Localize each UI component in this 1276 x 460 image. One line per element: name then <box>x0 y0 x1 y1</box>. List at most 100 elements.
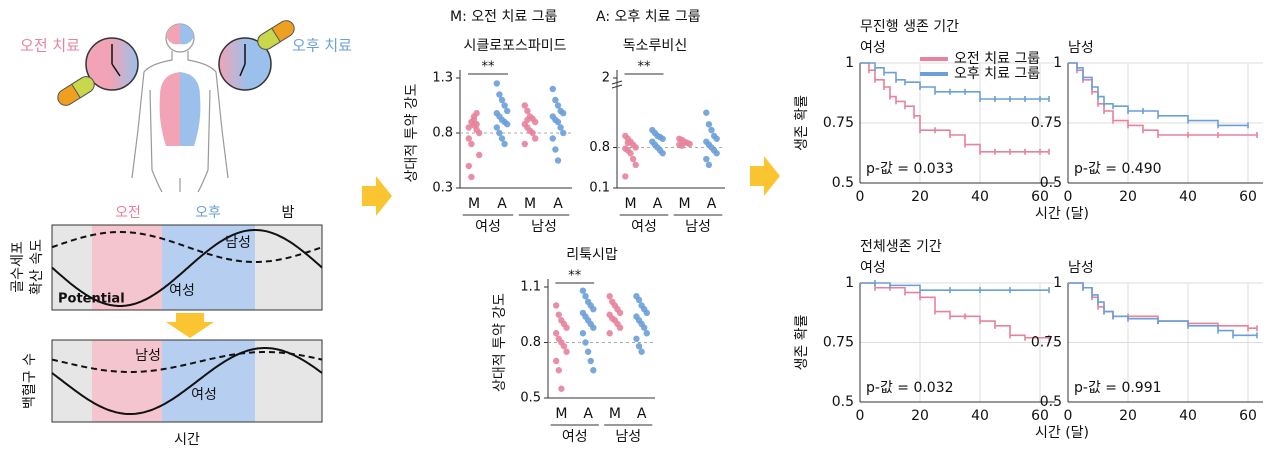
data-point <box>504 121 511 128</box>
data-point <box>560 110 567 117</box>
panel-title: 남성 <box>1068 260 1094 276</box>
panel-title: 남성 <box>1068 40 1094 56</box>
survival-step <box>1113 105 1129 114</box>
survival-step <box>1248 325 1258 332</box>
significance-label: ** <box>568 269 582 284</box>
y-tick-label: 0.5 <box>1040 175 1062 191</box>
y-tick-label: 1 <box>1053 275 1062 291</box>
x-tick-label: 40 <box>1179 408 1197 424</box>
survival-step <box>875 79 885 90</box>
survival-step <box>965 143 981 155</box>
survival-step <box>875 67 885 76</box>
data-point <box>563 324 570 331</box>
survival-step <box>1188 325 1219 334</box>
survival-step <box>1010 96 1026 102</box>
y-axis-label: 골수세포 <box>10 241 26 293</box>
x-tick-label: A <box>583 406 593 422</box>
survival-step <box>935 88 951 95</box>
x-tick-label: 60 <box>1239 408 1257 424</box>
y-tick-label: 0.8 <box>432 126 453 141</box>
x-tick-label: 20 <box>911 408 929 424</box>
survival-step <box>1158 115 1189 124</box>
y-tick-label: 0.75 <box>1031 115 1062 131</box>
annotation: p-값 = 0.033 <box>866 161 954 177</box>
data-point <box>549 85 556 93</box>
note: Potential <box>58 292 125 307</box>
data-point <box>579 330 587 337</box>
group-label: 남성 <box>685 219 711 235</box>
survival-step <box>980 320 996 329</box>
x-axis-label: 시간 (달) <box>1035 206 1089 222</box>
survival-step <box>890 95 897 105</box>
x-tick-label: 0 <box>1064 189 1073 205</box>
data-point <box>606 330 613 337</box>
body-illustration <box>131 23 229 193</box>
data-point <box>582 339 589 346</box>
survival-step <box>1083 286 1093 298</box>
curve-label: 여성 <box>191 387 217 403</box>
survival-step <box>1092 86 1099 100</box>
survival-step <box>1083 79 1093 95</box>
survival-step <box>896 79 906 86</box>
data-point <box>703 109 710 116</box>
survival-step <box>1040 148 1050 155</box>
y-tick-label: 2 <box>602 71 610 86</box>
data-point <box>493 124 500 131</box>
chart-title: 리툭시맙 <box>566 247 618 263</box>
survival-step <box>1113 119 1129 129</box>
data-point <box>552 146 559 153</box>
survival-step <box>1104 310 1114 320</box>
data-point <box>552 96 559 104</box>
data-point <box>616 309 624 317</box>
y-tick-label: 0.75 <box>1031 335 1062 351</box>
data-point <box>632 161 639 169</box>
data-point <box>476 151 483 159</box>
survival-step <box>860 282 876 291</box>
data-point <box>555 311 562 318</box>
survival-step <box>1092 294 1099 306</box>
group-label: 여성 <box>562 429 588 445</box>
data-point <box>524 116 531 124</box>
data-point <box>708 126 715 134</box>
data-point <box>590 324 597 331</box>
x-tick-label: A <box>497 196 507 212</box>
legend-entry: 오후 치료 그룹 <box>954 66 1040 82</box>
data-point <box>496 91 503 98</box>
survival-step <box>1233 332 1258 339</box>
x-tick-label: M <box>624 196 636 212</box>
survival-step <box>1092 296 1099 310</box>
data-point <box>554 118 562 126</box>
survival-step <box>1143 110 1159 119</box>
am-treatment-label: 오전 치료 <box>20 37 80 55</box>
y-tick-label: 1 <box>845 275 854 291</box>
survival-step <box>965 91 981 102</box>
survival-step <box>1218 122 1249 129</box>
data-point <box>465 162 472 170</box>
y-tick-label: 0.5 <box>1040 394 1062 410</box>
survival-step <box>896 100 906 110</box>
data-point <box>635 343 643 350</box>
data-point <box>624 139 632 147</box>
y-tick-label: 0.3 <box>432 181 453 196</box>
x-tick-label: M <box>555 406 567 422</box>
annotation: p-값 = 0.032 <box>866 380 954 396</box>
survival-step <box>1098 103 1105 114</box>
survival-step <box>1098 301 1105 315</box>
survival-step <box>884 71 897 83</box>
data-point <box>552 357 560 365</box>
survival-step <box>1068 282 1084 291</box>
survival-step <box>1025 334 1050 341</box>
data-point <box>465 135 472 142</box>
curve-label: 남성 <box>135 348 161 364</box>
x-tick-label: 0 <box>856 189 865 205</box>
survival-step <box>905 105 915 119</box>
phase-label: 오후 <box>195 205 221 221</box>
survival-step <box>1218 132 1258 138</box>
x-tick-label: 20 <box>1119 408 1137 424</box>
x-tick-label: 60 <box>1031 408 1049 424</box>
data-point <box>713 135 720 142</box>
survival-step <box>995 325 1011 339</box>
arrow <box>362 176 392 216</box>
x-tick-label: 20 <box>1119 189 1137 205</box>
y-tick-label: 0.8 <box>589 140 610 155</box>
